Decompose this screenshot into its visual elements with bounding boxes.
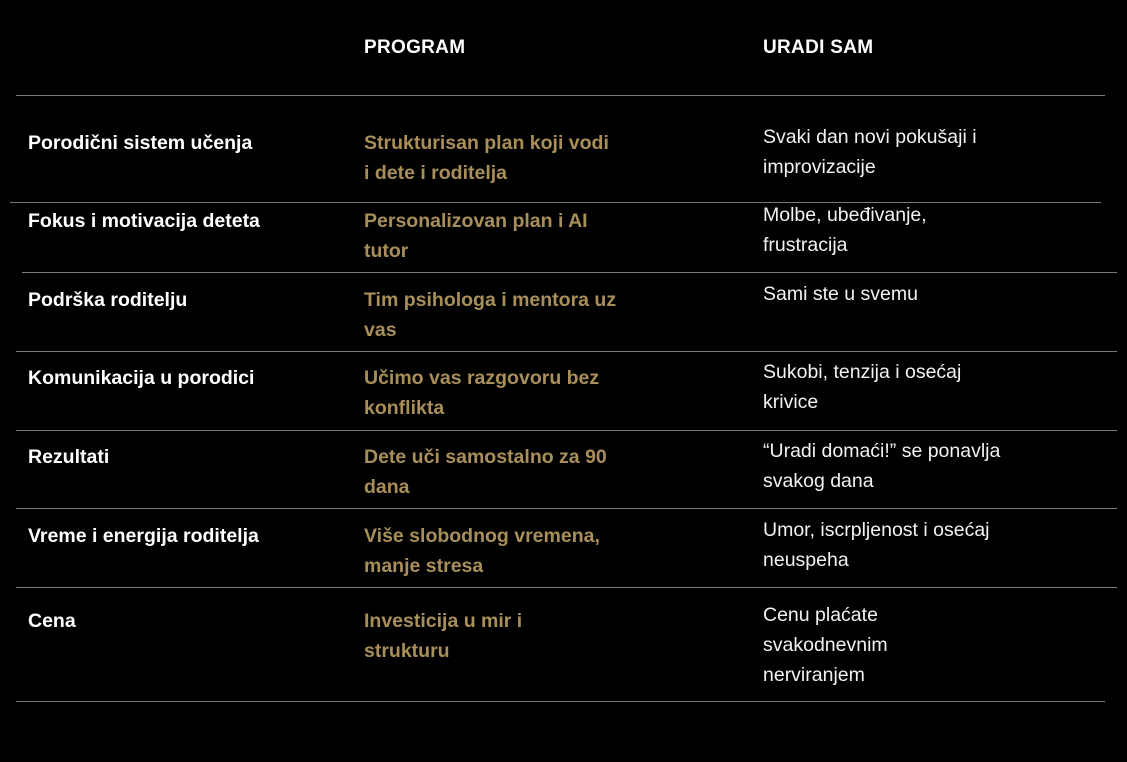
uradi-sam-cell: “Uradi domaći!” se ponavlja svakog dana xyxy=(763,440,1001,492)
feature-cell: Komunikacija u porodici xyxy=(28,367,255,389)
divider xyxy=(16,587,1117,588)
program-cell: Personalizovan plan i AI tutor xyxy=(364,210,588,262)
feature-cell: Rezultati xyxy=(28,446,110,468)
feature-cell: Vreme i energija roditelja xyxy=(28,525,259,547)
divider xyxy=(16,701,1105,702)
divider xyxy=(16,508,1117,509)
divider xyxy=(10,202,1101,203)
divider xyxy=(16,351,1117,352)
program-cell: Investicija u mir i strukturu xyxy=(364,610,523,662)
divider xyxy=(16,95,1105,96)
feature-cell: Podrška roditelju xyxy=(28,289,188,311)
uradi-sam-cell: Cenu plaćate svakodnevnim nerviranjem xyxy=(763,604,888,686)
divider xyxy=(22,272,1117,273)
column-header-program: PROGRAM xyxy=(364,37,466,58)
feature-cell: Cena xyxy=(28,610,76,632)
program-cell: Učimo vas razgovoru bez konflikta xyxy=(364,367,600,419)
feature-cell: Fokus i motivacija deteta xyxy=(28,210,260,232)
uradi-sam-cell: Sukobi, tenzija i osećaj krivice xyxy=(763,361,962,413)
column-header-uradi-sam: URADI SAM xyxy=(763,37,874,58)
program-cell: Više slobodnog vremena, manje stresa xyxy=(364,525,600,577)
program-cell: Strukturisan plan koji vodi i dete i rod… xyxy=(364,132,609,184)
uradi-sam-cell: Sami ste u svemu xyxy=(763,283,918,305)
program-cell: Dete uči samostalno za 90 dana xyxy=(364,446,607,498)
divider xyxy=(16,430,1117,431)
uradi-sam-cell: Svaki dan novi pokušaji i improvizacije xyxy=(763,126,977,178)
feature-cell: Porodični sistem učenja xyxy=(28,132,253,154)
uradi-sam-cell: Umor, iscrpljenost i osećaj neuspeha xyxy=(763,519,990,571)
uradi-sam-cell: Molbe, ubeđivanje, frustracija xyxy=(763,204,927,256)
program-cell: Tim psihologa i mentora uz vas xyxy=(364,289,617,341)
